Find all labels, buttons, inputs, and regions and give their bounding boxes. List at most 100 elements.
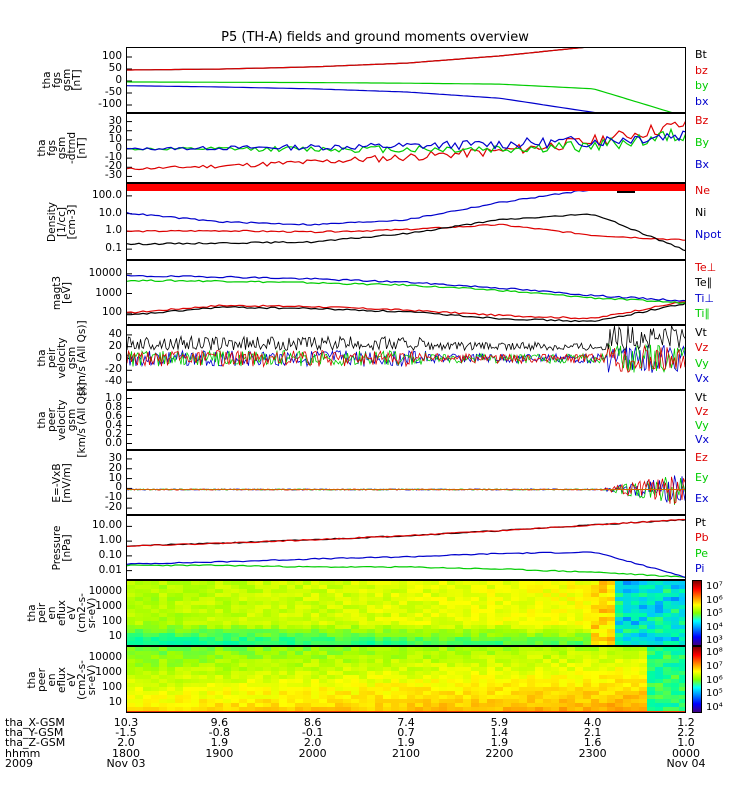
spec-cell — [343, 699, 351, 703]
spec-cell — [327, 605, 335, 609]
spec-cell — [407, 699, 415, 703]
spec-cell — [559, 655, 567, 659]
spec-cell — [159, 699, 167, 703]
spec-cell — [543, 609, 551, 613]
spec-cell — [351, 691, 359, 695]
spec-cell — [575, 637, 583, 641]
spec-cell — [343, 707, 351, 711]
spec-cell — [551, 581, 559, 585]
spec-cell — [583, 589, 591, 593]
spec-cell — [215, 581, 223, 585]
spec-cell — [599, 641, 607, 645]
spec-cell — [431, 585, 439, 589]
spec-cell — [527, 663, 535, 667]
spec-cell — [159, 593, 167, 597]
spec-cell — [559, 675, 567, 679]
spec-cell — [383, 703, 391, 707]
spec-cell — [247, 641, 255, 645]
ylabel-text: Density [1/cc] [cm-3] — [46, 201, 78, 242]
spec-cell — [399, 625, 407, 629]
spec-cell — [447, 695, 455, 699]
spec-cell — [175, 655, 183, 659]
spec-cell — [543, 671, 551, 675]
spec-cell — [359, 593, 367, 597]
spec-cell — [559, 597, 567, 601]
spec-cell — [207, 629, 215, 633]
spec-cell — [575, 641, 583, 645]
spec-cell — [319, 647, 327, 651]
spec-cell — [471, 641, 479, 645]
spec-cell — [183, 621, 191, 625]
spec-cell — [415, 651, 423, 655]
spec-cell — [439, 711, 447, 712]
spec-cell — [471, 589, 479, 593]
spec-cell — [279, 679, 287, 683]
spec-cell — [311, 593, 319, 597]
spec-cell — [343, 655, 351, 659]
spec-cell — [503, 691, 511, 695]
spec-cell — [247, 663, 255, 667]
spec-cell — [583, 609, 591, 613]
spec-cell — [535, 625, 543, 629]
spec-cell — [503, 613, 511, 617]
spec-cell — [511, 671, 519, 675]
spec-cell — [231, 699, 239, 703]
spec-cell — [615, 663, 623, 667]
spec-cell — [615, 675, 623, 679]
spec-cell — [223, 711, 231, 712]
spec-cell — [143, 617, 151, 621]
spec-cell — [631, 651, 639, 655]
spec-cell — [623, 585, 631, 589]
series-line — [127, 81, 673, 112]
spec-cell — [223, 651, 231, 655]
spec-cell — [279, 593, 287, 597]
spec-cell — [287, 581, 295, 585]
spec-cell — [287, 667, 295, 671]
spec-cell — [535, 593, 543, 597]
spec-cell — [231, 629, 239, 633]
spec-cell — [295, 695, 303, 699]
spec-cell — [591, 655, 599, 659]
spec-cell — [191, 651, 199, 655]
spec-cell — [679, 707, 685, 711]
spec-cell — [447, 625, 455, 629]
spec-cell — [543, 655, 551, 659]
spec-cell — [367, 707, 375, 711]
spec-cell — [351, 589, 359, 593]
spec-cell — [463, 707, 471, 711]
spec-cell — [455, 651, 463, 655]
spec-cell — [559, 585, 567, 589]
spec-cell — [551, 695, 559, 699]
spec-cell — [199, 585, 207, 589]
ytick-label: 10.00 — [91, 519, 122, 532]
spec-cell — [495, 609, 503, 613]
spec-cell — [487, 683, 495, 687]
spec-cell — [447, 699, 455, 703]
spec-cell — [391, 613, 399, 617]
spec-cell — [463, 647, 471, 651]
spec-cell — [647, 687, 655, 691]
spec-cell — [423, 699, 431, 703]
spec-cell — [511, 605, 519, 609]
spec-cell — [319, 695, 327, 699]
spec-cell — [471, 675, 479, 679]
spec-cell — [655, 601, 663, 605]
spec-cell — [431, 597, 439, 601]
spec-cell — [295, 675, 303, 679]
spec-cell — [535, 609, 543, 613]
spec-cell — [535, 711, 543, 712]
spec-cell — [647, 593, 655, 597]
spec-cell — [503, 629, 511, 633]
spec-cell — [415, 605, 423, 609]
spec-cell — [575, 703, 583, 707]
spec-cell — [183, 647, 191, 651]
spec-cell — [447, 605, 455, 609]
spec-cell — [127, 651, 135, 655]
spec-cell — [479, 703, 487, 707]
spec-cell — [271, 613, 279, 617]
spec-cell — [415, 589, 423, 593]
spec-cell — [407, 707, 415, 711]
spec-cell — [335, 625, 343, 629]
spec-cell — [439, 609, 447, 613]
spec-cell — [583, 613, 591, 617]
